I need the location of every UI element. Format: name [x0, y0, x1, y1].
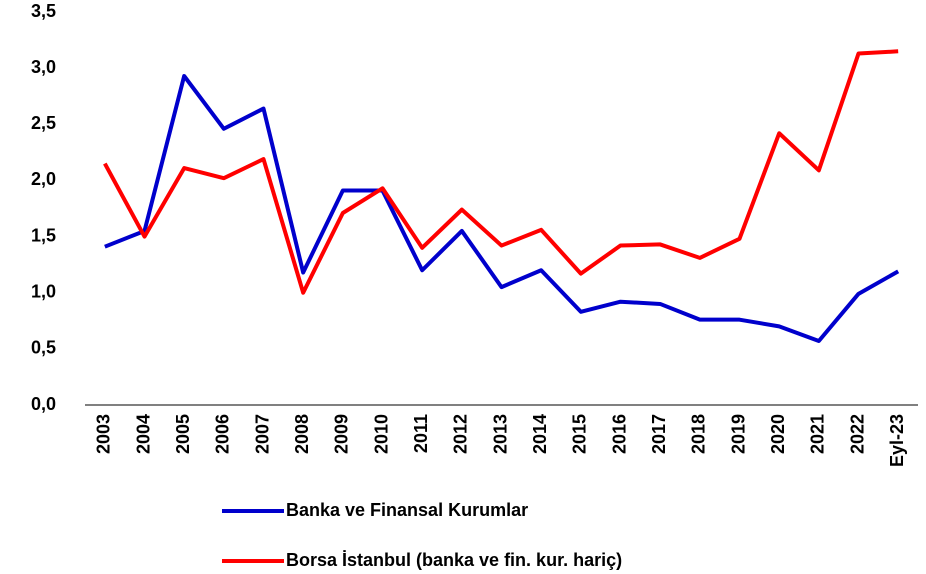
line-series: [103, 49, 899, 295]
x-tick-label: 2007: [252, 414, 272, 454]
y-tick-label: 3,0: [31, 57, 56, 77]
x-tick-label: 2017: [649, 414, 669, 454]
x-tick-label: 2019: [728, 414, 748, 454]
y-tick-label: 1,0: [31, 281, 56, 301]
x-tick-label: 2006: [213, 414, 233, 454]
legend-label: Banka ve Finansal Kurumlar: [286, 500, 528, 520]
y-tick-label: 1,5: [31, 225, 56, 245]
x-tick-label: 2021: [808, 414, 828, 454]
y-tick-label: 0,5: [31, 338, 56, 358]
x-tick-label: 2008: [292, 414, 312, 454]
x-tick-label: 2018: [689, 414, 709, 454]
x-tick-label: Eyl-23: [887, 414, 907, 467]
x-tick-label: 2015: [570, 414, 590, 454]
x-tick-label: 2005: [173, 414, 193, 454]
x-tick-label: 2012: [451, 414, 471, 454]
y-tick-label: 2,5: [31, 113, 56, 133]
y-tick-label: 0,0: [31, 394, 56, 414]
x-tick-label: 2020: [768, 414, 788, 454]
x-tick-label: 2003: [94, 414, 114, 454]
y-tick-label: 2,0: [31, 169, 56, 189]
x-tick-label: 2016: [609, 414, 629, 454]
legend-label: Borsa İstanbul (banka ve fin. kur. hariç…: [286, 550, 622, 570]
x-tick-label: 2014: [530, 414, 550, 454]
x-tick-label: 2013: [490, 414, 510, 454]
x-tick-label: 2010: [371, 414, 391, 454]
y-tick-label: 3,5: [31, 1, 56, 21]
x-tick-label: 2009: [332, 414, 352, 454]
x-tick-label: 2022: [847, 414, 867, 454]
line-series: [104, 74, 900, 343]
x-tick-label: 2004: [133, 414, 153, 454]
x-tick-label: 2011: [411, 414, 431, 453]
